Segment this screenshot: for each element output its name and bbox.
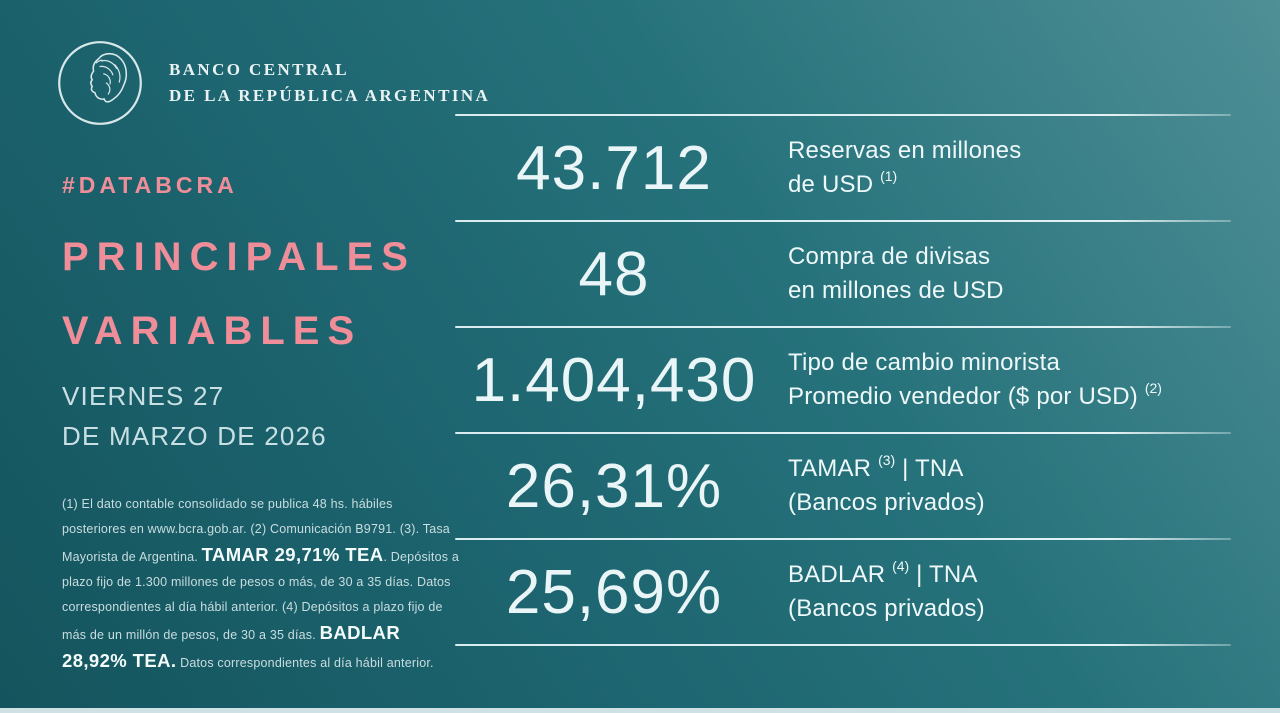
metric-row-reservas: 43.712 Reservas en millones de USD (1) (455, 116, 1231, 220)
label-text: TAMAR (788, 455, 879, 482)
metric-row-tipo-cambio: 1.404,430 Tipo de cambio minorista Prome… (455, 328, 1231, 432)
metric-row-tamar: 26,31% TAMAR (3) | TNA (Bancos privados) (455, 434, 1231, 538)
footnote-marker: (2) (1144, 380, 1162, 396)
label-text: de USD (788, 171, 881, 198)
label-text: Compra de divisas (788, 243, 991, 270)
metric-label-line-1: Compra de divisas (788, 240, 1004, 274)
report-date-line-1: VIERNES 27 (62, 381, 225, 411)
metric-label-line-2: en millones de USD (788, 274, 1004, 308)
metric-label-line-2: (Bancos privados) (788, 592, 985, 626)
bcra-liberty-head-logo-icon (58, 41, 142, 125)
footnote-marker: (1) (880, 168, 898, 184)
metrics-list: 43.712 Reservas en millones de USD (1) 4… (455, 114, 1231, 646)
page-title-line-1: PRINCIPALES (62, 235, 416, 279)
label-text: (Bancos privados) (788, 595, 985, 622)
metric-value: 48 (578, 239, 650, 309)
divider (455, 644, 1231, 646)
metric-label: BADLAR (4) | TNA (Bancos privados) (788, 558, 985, 626)
footnote-marker: (4) (892, 558, 910, 574)
page-title: PRINCIPALES VARIABLES (62, 220, 416, 368)
divider (455, 220, 1231, 222)
metric-row-badlar: 25,69% BADLAR (4) | TNA (Bancos privados… (455, 540, 1231, 644)
metric-label-line-1: Reservas en millones (788, 134, 1021, 168)
metric-label: Compra de divisas en millones de USD (788, 240, 1004, 308)
page-title-line-2: VARIABLES (62, 309, 363, 353)
metric-label-line-2: (Bancos privados) (788, 486, 985, 520)
footnote-text-1: (1) El dato contable consolidado se publ… (62, 497, 450, 564)
metric-row-compra-divisas: 48 Compra de divisas en millones de USD (455, 222, 1231, 326)
divider (455, 326, 1231, 328)
footnotes: (1) El dato contable consolidado se publ… (62, 492, 460, 676)
metric-value: 1.404,430 (471, 345, 757, 415)
label-text: (Bancos privados) (788, 489, 985, 516)
metric-label-line-2: de USD (1) (788, 168, 1021, 202)
divider (455, 538, 1231, 540)
report-date-line-2: DE MARZO DE 2026 (62, 421, 327, 451)
label-text: | TNA (909, 561, 978, 588)
metric-label-line-1: TAMAR (3) | TNA (788, 452, 985, 486)
report-date: VIERNES 27 DE MARZO DE 2026 (62, 376, 327, 456)
metric-label-line-1: BADLAR (4) | TNA (788, 558, 985, 592)
label-text: Reservas en millones (788, 137, 1022, 164)
metric-value: 43.712 (516, 133, 712, 203)
bank-name-line-1: BANCO CENTRAL (169, 60, 349, 79)
divider (455, 114, 1231, 116)
footnote-marker: (3) (878, 452, 896, 468)
label-text: Promedio vendedor ($ por USD) (788, 383, 1145, 410)
hashtag-databcra: #DATABCRA (62, 172, 238, 198)
footnote-text-3: Datos correspondientes al día hábil ante… (176, 656, 434, 670)
divider (455, 432, 1231, 434)
label-text: Tipo de cambio minorista (788, 349, 1061, 376)
metric-label-line-1: Tipo de cambio minorista (788, 346, 1162, 380)
footnote-tamar-tea: TAMAR 29,71% TEA (201, 544, 384, 565)
metric-label: TAMAR (3) | TNA (Bancos privados) (788, 452, 985, 520)
footnote-text-2: . Depósitos a plazo fijo de 1.300 millon… (62, 550, 460, 642)
bank-name-line-2: DE LA REPÚBLICA ARGENTINA (169, 86, 491, 105)
metric-value: 26,31% (505, 451, 723, 521)
footnote-badlar-tea: BADLAR 28,92% TEA. (62, 622, 401, 671)
brand-header: BANCO CENTRAL DE LA REPÚBLICA ARGENTINA (56, 39, 490, 127)
label-text: BADLAR (788, 561, 893, 588)
metric-label: Tipo de cambio minorista Promedio vended… (788, 346, 1162, 414)
metric-value: 25,69% (505, 557, 723, 627)
bottom-accent-strip (0, 708, 1280, 713)
bank-name: BANCO CENTRAL DE LA REPÚBLICA ARGENTINA (169, 57, 490, 109)
label-text: en millones de USD (788, 277, 1004, 304)
metric-label-line-2: Promedio vendedor ($ por USD) (2) (788, 380, 1162, 414)
metric-label: Reservas en millones de USD (1) (788, 134, 1021, 202)
label-text: | TNA (895, 455, 964, 482)
